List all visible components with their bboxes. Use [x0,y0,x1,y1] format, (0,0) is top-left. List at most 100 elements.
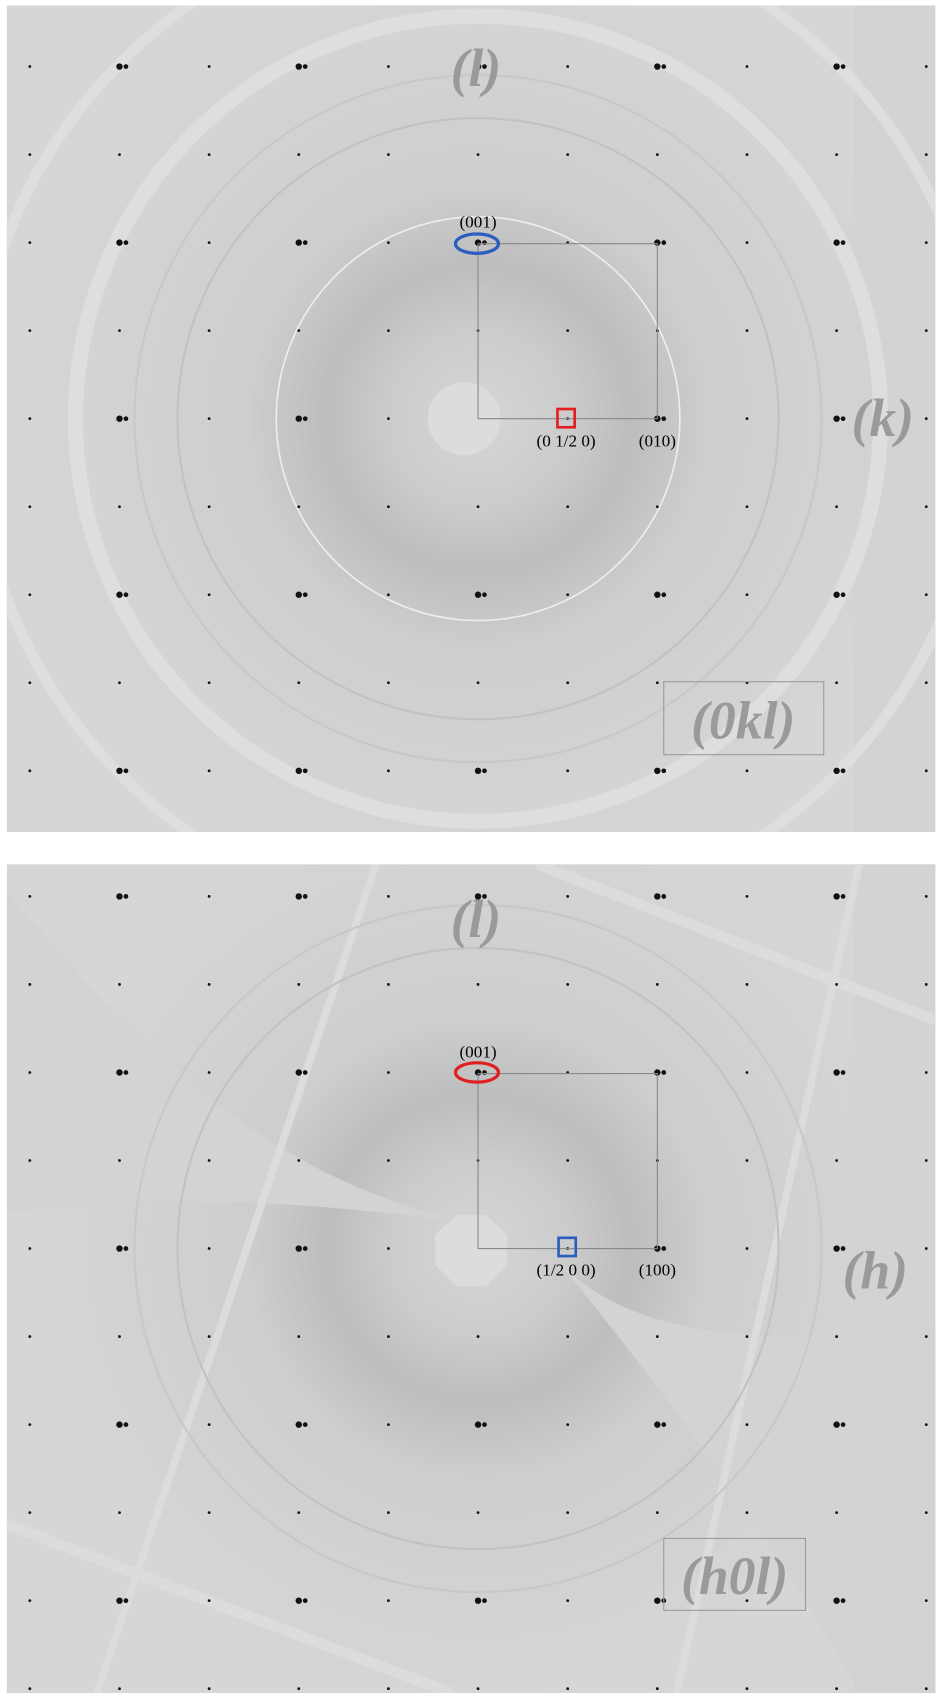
spot [123,894,129,899]
spot [835,1687,839,1691]
spot [745,1511,749,1515]
spot [28,895,32,898]
spot [924,417,928,421]
spot [123,416,129,422]
spot [387,1687,390,1691]
spot [116,893,123,900]
spot [745,593,749,597]
spot [207,1071,211,1074]
spot [745,1423,749,1427]
spot [482,1070,487,1075]
spot [835,329,839,333]
spot [833,1421,840,1428]
spot-label: (001) [459,1042,496,1061]
spot [28,1247,32,1250]
spot [835,1159,839,1162]
spot [28,1159,32,1162]
spot [116,767,123,775]
spot [207,153,211,156]
spot-label: (0 1/2 0) [537,432,596,451]
spot [655,153,659,156]
spot [474,63,482,70]
spot [654,1597,661,1604]
spot [745,769,749,773]
spot [28,1511,32,1515]
spot [302,592,308,598]
spot [924,895,928,898]
spot [207,1511,211,1515]
ring [133,74,823,764]
spot [833,415,840,422]
ring [67,8,889,829]
spot [207,241,211,245]
spot [654,767,661,775]
spot [474,767,482,775]
spot [297,857,300,860]
marker-square [557,1236,578,1258]
spot [28,153,32,156]
spot [661,64,667,69]
plane-box [663,1537,807,1611]
spot [28,417,32,421]
spot [123,1422,129,1427]
spot [840,1246,846,1251]
spot [566,769,570,773]
spot [28,329,32,333]
spot [295,767,302,775]
spot [833,239,840,246]
spot [28,1335,32,1338]
panel-0kl: (l) (k) (0kl) (001) (0 1/2 0) (010) [6,5,936,860]
spot [566,983,570,986]
spot [28,241,32,245]
shadow-line [6,1519,454,1693]
spot [297,153,301,156]
spot [207,1159,211,1162]
spot [655,681,659,685]
spot [387,1599,390,1603]
spot [116,239,123,246]
spot [566,1511,570,1515]
spot [387,505,390,509]
spot [302,894,308,899]
spot [123,1246,129,1251]
spot [924,153,928,156]
spot [655,1335,659,1338]
spot [924,241,928,245]
spot [297,983,301,986]
spot [840,1422,846,1427]
spot [28,681,32,685]
spot [566,1599,570,1603]
spot [116,415,123,422]
ring [176,117,780,721]
horizontal-axis: (k) [851,388,914,448]
spot [123,1070,129,1075]
spot [840,1598,846,1604]
spot [746,857,749,860]
spot [474,591,482,598]
spot [566,65,570,68]
spot [661,768,667,774]
shadow [558,1261,936,1693]
spot [654,591,661,598]
spot [835,857,838,860]
spot [118,1335,121,1338]
spot [387,769,390,773]
marker-ellipse [453,1061,501,1084]
beamstop [435,1215,508,1287]
spot [745,505,749,509]
spot [476,983,480,986]
spot [295,63,302,70]
spot [207,769,211,773]
spot [28,1687,32,1691]
spot [566,1335,570,1338]
spot [28,983,32,986]
spot [297,1511,301,1515]
spot [302,240,308,245]
spot [745,895,749,898]
spot [835,1335,839,1338]
spot [924,1335,928,1338]
spot [833,591,840,598]
spot [482,240,487,245]
spot [482,1598,487,1604]
